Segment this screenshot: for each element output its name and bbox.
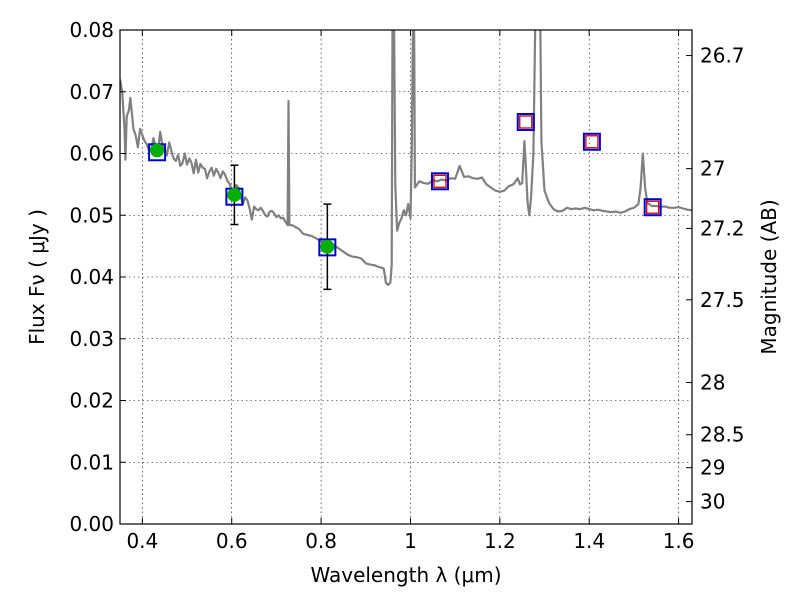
y-tick-label: 0.03 bbox=[69, 327, 114, 351]
upper-limit-marker bbox=[585, 135, 599, 149]
model-spectrum-line bbox=[120, 30, 692, 287]
upper-limit-marker bbox=[519, 115, 533, 129]
upper-limit-marker bbox=[433, 174, 447, 188]
y-tick-label: 0.01 bbox=[69, 450, 114, 474]
model-photometry-square bbox=[516, 113, 535, 132]
y-tick-label: 0.02 bbox=[69, 389, 114, 413]
mag-tick-label: 30 bbox=[700, 490, 725, 514]
mag-tick-label: 26.7 bbox=[700, 44, 745, 68]
y-tick-label: 0.04 bbox=[69, 265, 114, 289]
mag-tick-label: 28.5 bbox=[700, 423, 745, 447]
x-tick-label: 0.8 bbox=[305, 529, 337, 553]
grid-lines bbox=[120, 29, 692, 525]
y-tick-label: 0.07 bbox=[69, 80, 114, 104]
axes: 0.4 0.6 0.8 1 1.2 1.4 1.6 0.00 0.01 0.02 0.03 0.04 0… bbox=[69, 18, 744, 553]
mag-tick-label: 27 bbox=[700, 157, 725, 181]
y-tick-label: 0.05 bbox=[69, 203, 114, 227]
y-tick-label: 0.00 bbox=[69, 512, 114, 536]
y-axis-label: Flux Fν ( μJy ) bbox=[25, 209, 49, 345]
mag-tick-label: 27.5 bbox=[700, 288, 745, 312]
upper-limit-marker bbox=[646, 200, 660, 214]
observed-flux-point bbox=[150, 143, 165, 158]
x-tick-label: 1.6 bbox=[663, 529, 695, 553]
observed-flux-point bbox=[227, 187, 242, 202]
model-photometry-square bbox=[430, 172, 449, 191]
mag-tick-label: 29 bbox=[700, 456, 725, 480]
x-axis-label: Wavelength λ (μm) bbox=[310, 563, 501, 587]
x-tick-label: 0.4 bbox=[126, 529, 158, 553]
x-tick-label: 0.6 bbox=[216, 529, 248, 553]
x-tick-label: 1 bbox=[404, 529, 417, 553]
plot-area bbox=[120, 30, 692, 291]
model-photometry-square bbox=[643, 198, 662, 217]
y-tick-label: 0.06 bbox=[69, 142, 114, 166]
mag-tick-label: 27.2 bbox=[700, 216, 745, 240]
observed-flux-point bbox=[320, 239, 335, 254]
model-photometry-square bbox=[582, 132, 601, 151]
y-tick-label: 0.08 bbox=[69, 18, 114, 42]
x-tick-label: 1.2 bbox=[484, 529, 516, 553]
x-tick-label: 1.4 bbox=[573, 529, 605, 553]
right-axis-label: Magnitude (AB) bbox=[757, 199, 781, 354]
mag-tick-label: 28 bbox=[700, 371, 725, 395]
